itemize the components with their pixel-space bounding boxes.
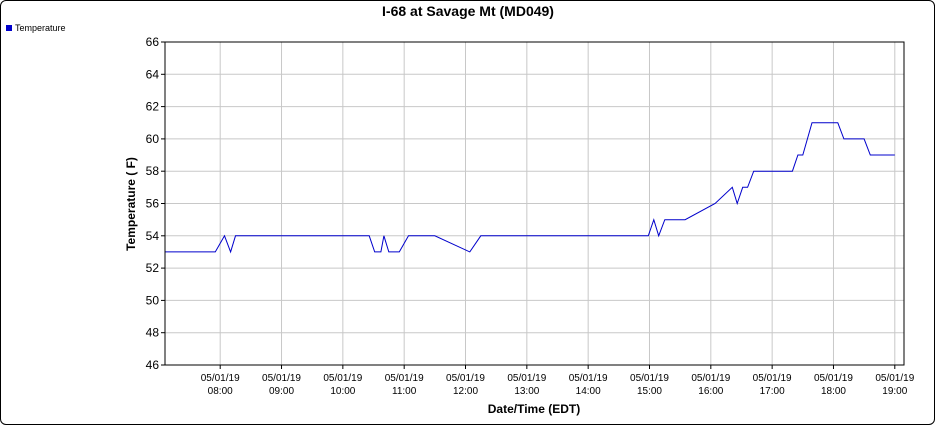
y-tick-label: 66 <box>146 35 160 49</box>
x-axis-ticks: 05/01/19 08:00 05/01/19 09:00 05/01/19 10:00 0… <box>201 365 915 397</box>
y-tick-label: 64 <box>146 67 160 81</box>
x-tick-time-label: 11:00 <box>392 386 417 397</box>
x-tick-time-label: 15:00 <box>637 386 662 397</box>
plot-area-border <box>164 41 905 366</box>
y-tick-label: 46 <box>146 358 160 372</box>
x-tick-date-label: 05/01/19 <box>814 373 853 384</box>
y-tick-label: 56 <box>146 197 160 211</box>
y-tick-label: 62 <box>146 100 160 114</box>
x-tick-date-label: 05/01/19 <box>630 373 669 384</box>
series-line-temperature <box>165 122 895 254</box>
legend: Temperature <box>6 23 66 33</box>
x-tick-date-label: 05/01/19 <box>262 373 301 384</box>
y-tick-label: 50 <box>146 293 160 307</box>
y-tick-label: 58 <box>146 164 160 178</box>
x-tick-time-label: 14:00 <box>576 386 601 397</box>
x-tick-time-label: 10:00 <box>330 386 355 397</box>
x-tick-time-label: 12:00 <box>453 386 478 397</box>
x-tick-date-label: 05/01/19 <box>875 373 914 384</box>
grid-lines <box>165 42 904 365</box>
x-tick-date-label: 05/01/19 <box>201 373 240 384</box>
legend-label: Temperature <box>15 23 66 33</box>
legend-swatch <box>6 25 12 31</box>
x-tick-date-label: 05/01/19 <box>569 373 608 384</box>
x-tick-time-label: 17:00 <box>760 386 785 397</box>
x-tick-time-label: 19:00 <box>882 386 907 397</box>
x-tick-date-label: 05/01/19 <box>385 373 424 384</box>
x-tick-time-label: 16:00 <box>698 386 723 397</box>
series-layer <box>165 122 895 254</box>
x-tick-time-label: 09:00 <box>269 386 294 397</box>
x-tick-time-label: 08:00 <box>208 386 233 397</box>
chart-title: I-68 at Savage Mt (MD049) <box>382 3 554 19</box>
x-tick-date-label: 05/01/19 <box>753 373 792 384</box>
x-tick-date-label: 05/01/19 <box>691 373 730 384</box>
y-tick-label: 60 <box>146 132 160 146</box>
x-tick-date-label: 05/01/19 <box>323 373 362 384</box>
x-tick-date-label: 05/01/19 <box>446 373 485 384</box>
y-axis-label: Temperature ( F) <box>124 157 138 251</box>
x-axis-label: Date/Time (EDT) <box>488 402 580 416</box>
x-tick-time-label: 18:00 <box>821 386 846 397</box>
y-tick-label: 48 <box>146 326 160 340</box>
x-tick-time-label: 13:00 <box>514 386 539 397</box>
x-tick-date-label: 05/01/19 <box>507 373 546 384</box>
y-tick-label: 52 <box>146 261 160 275</box>
y-axis-ticks: 46 48 50 52 54 56 58 60 62 64 66 <box>146 35 165 372</box>
y-tick-label: 54 <box>146 229 160 243</box>
